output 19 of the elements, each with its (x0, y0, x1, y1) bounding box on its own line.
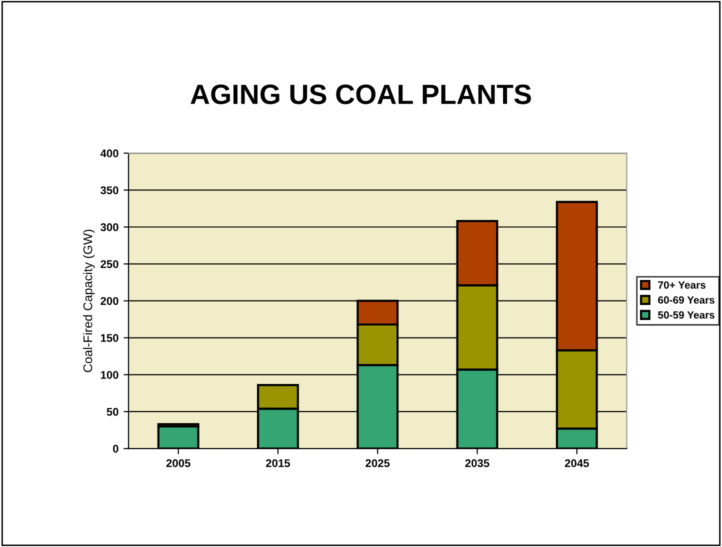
legend-label: 70+ Years (658, 281, 706, 289)
y-tick-label: 0 (113, 444, 118, 453)
chart-title: AGING US COAL PLANTS (190, 84, 531, 104)
y-tick-label: 400 (100, 149, 118, 158)
legend-label: 60-69 Years (658, 296, 714, 304)
y-tick-label: 50 (106, 408, 118, 416)
y-tick-label: 150 (100, 334, 118, 342)
x-tick-label: 2005 (166, 459, 190, 468)
x-tick-label: 2045 (564, 459, 589, 468)
legend-label: 50-59 Years (658, 311, 714, 319)
y-tick-label: 300 (100, 223, 118, 232)
y-tick-label: 200 (100, 297, 118, 305)
x-tick-label: 2035 (465, 459, 490, 468)
x-tick-label: 2015 (266, 459, 290, 468)
y-axis-title: Coal-Fired Capacity (GW) (83, 230, 95, 372)
y-tick-label: 350 (100, 186, 118, 194)
y-tick-label: 100 (100, 370, 118, 379)
x-tick-label: 2025 (366, 459, 390, 468)
y-tick-label: 250 (100, 260, 118, 268)
